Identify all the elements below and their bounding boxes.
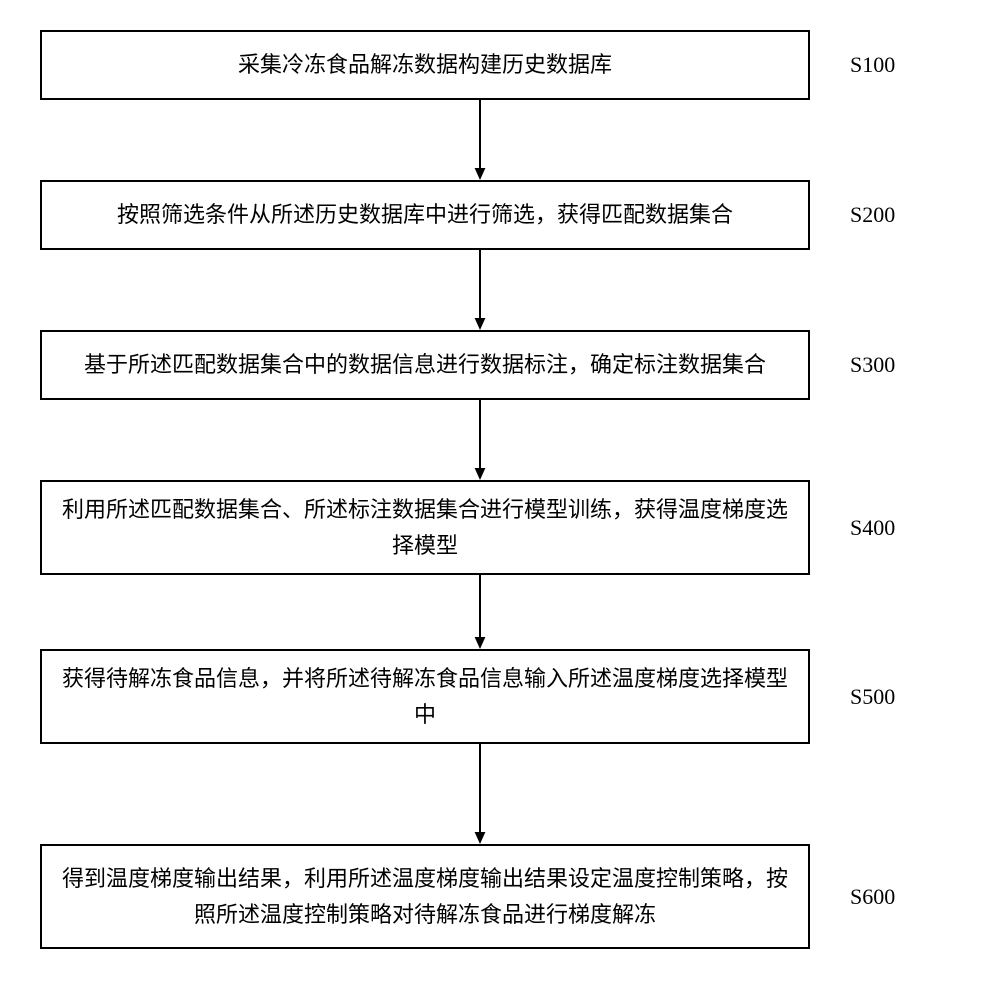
arrow-after-s200: [110, 250, 880, 330]
arrow-after-s500: [110, 744, 880, 844]
step-row-s100: 采集冷冻食品解冻数据构建历史数据库 S100: [40, 30, 950, 100]
step-row-s300: 基于所述匹配数据集合中的数据信息进行数据标注，确定标注数据集合 S300: [40, 330, 950, 400]
arrow-down-icon: [460, 575, 500, 649]
step-box-s500: 获得待解冻食品信息，并将所述待解冻食品信息输入所述温度梯度选择模型中: [40, 649, 810, 744]
step-row-s400: 利用所述匹配数据集合、所述标注数据集合进行模型训练，获得温度梯度选择模型 S400: [40, 480, 950, 575]
arrow-after-s300: [110, 400, 880, 480]
step-box-s600: 得到温度梯度输出结果，利用所述温度梯度输出结果设定温度控制策略，按照所述温度控制…: [40, 844, 810, 949]
arrow-down-icon: [460, 744, 500, 844]
step-box-s100: 采集冷冻食品解冻数据构建历史数据库: [40, 30, 810, 100]
step-label-s100: S100: [850, 52, 895, 78]
arrow-down-icon: [460, 250, 500, 330]
arrow-after-s400: [110, 575, 880, 649]
step-box-s300: 基于所述匹配数据集合中的数据信息进行数据标注，确定标注数据集合: [40, 330, 810, 400]
arrow-after-s100: [110, 100, 880, 180]
step-label-s200: S200: [850, 202, 895, 228]
step-box-s200: 按照筛选条件从所述历史数据库中进行筛选，获得匹配数据集合: [40, 180, 810, 250]
arrow-down-icon: [460, 400, 500, 480]
step-label-s600: S600: [850, 884, 895, 910]
flowchart-container: 采集冷冻食品解冻数据构建历史数据库 S100 按照筛选条件从所述历史数据库中进行筛选…: [40, 30, 950, 949]
step-label-s400: S400: [850, 515, 895, 541]
step-box-s400: 利用所述匹配数据集合、所述标注数据集合进行模型训练，获得温度梯度选择模型: [40, 480, 810, 575]
step-label-s500: S500: [850, 684, 895, 710]
step-row-s500: 获得待解冻食品信息，并将所述待解冻食品信息输入所述温度梯度选择模型中 S500: [40, 649, 950, 744]
step-label-s300: S300: [850, 352, 895, 378]
step-row-s200: 按照筛选条件从所述历史数据库中进行筛选，获得匹配数据集合 S200: [40, 180, 950, 250]
step-row-s600: 得到温度梯度输出结果，利用所述温度梯度输出结果设定温度控制策略，按照所述温度控制…: [40, 844, 950, 949]
arrow-down-icon: [460, 100, 500, 180]
